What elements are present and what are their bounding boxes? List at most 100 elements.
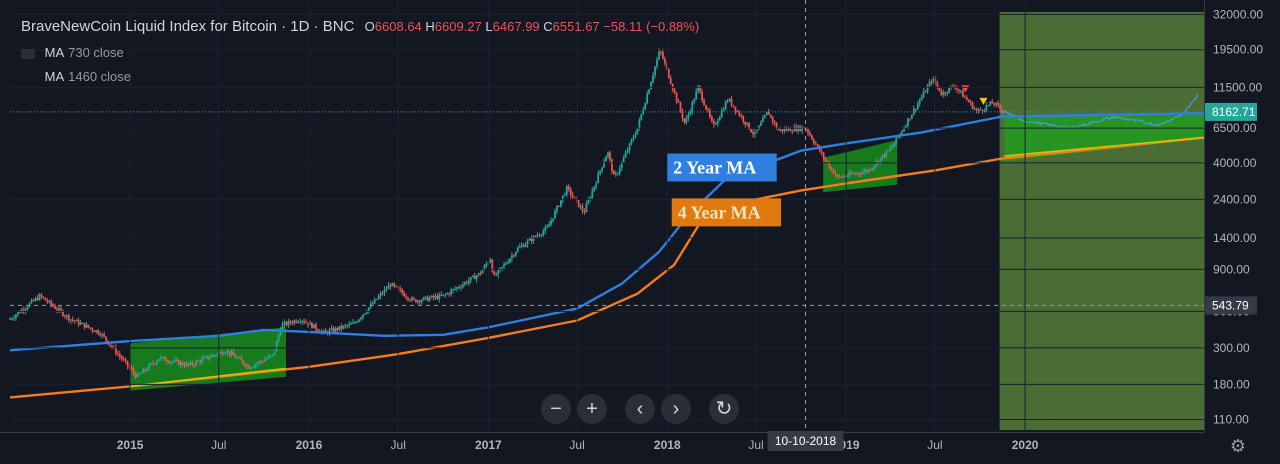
candle-body-499 <box>987 104 990 106</box>
y-tick-label-2: 11500.00 <box>1213 80 1262 94</box>
candle-body-381 <box>756 129 758 132</box>
gear-icon[interactable]: ⚙ <box>1229 436 1247 456</box>
candle-body-102 <box>209 357 211 359</box>
candle-body-224 <box>448 293 451 295</box>
candle-body-125 <box>254 364 256 367</box>
candle-body-486 <box>961 90 964 97</box>
indicator-ma-1460[interactable]: MA 1460 close <box>44 69 132 84</box>
y-tick-label-9: 300.00 <box>1213 341 1250 355</box>
candle-body-364 <box>722 109 725 111</box>
candle-body-503 <box>995 103 998 105</box>
candle-body-420 <box>832 169 835 174</box>
candle-body-54 <box>114 347 117 354</box>
candle-body-476 <box>942 92 945 95</box>
candle-body-361 <box>716 120 719 124</box>
candle-body-282 <box>561 195 564 201</box>
candle-body-9 <box>26 306 29 309</box>
candle-body-153 <box>309 322 311 326</box>
candle-body-84 <box>173 359 176 362</box>
candle-body-266 <box>530 238 533 242</box>
candle-body-69 <box>144 369 147 371</box>
candle-body-202 <box>405 296 407 298</box>
candle-body-123 <box>250 367 253 369</box>
candle-body-272 <box>542 231 545 235</box>
candle-body-164 <box>330 328 333 330</box>
y-tick-label-10: 180.00 <box>1213 377 1250 391</box>
candle-body-38 <box>83 323 86 328</box>
candle-body-428 <box>848 172 851 176</box>
candle-body-471 <box>932 78 935 83</box>
candle-body-186 <box>373 299 376 304</box>
candle-body-305 <box>607 152 609 157</box>
candle-body-494 <box>977 109 980 111</box>
candle-body-357 <box>709 110 711 117</box>
candle-body-386 <box>765 111 768 116</box>
reset-button[interactable]: ↻ <box>709 394 739 424</box>
candle-body-103 <box>211 355 213 358</box>
price-axis-labels: 32000.00 19500.00 11500.00 6500.00 4000.00 24… <box>1213 7 1263 426</box>
candle-body-387 <box>767 111 770 115</box>
candle-body-501 <box>991 101 994 104</box>
candle-body-329 <box>654 66 656 76</box>
candle-body-355 <box>705 105 707 110</box>
price-axis[interactable] <box>1204 0 1280 432</box>
candle-body-431 <box>854 173 856 175</box>
zoom-in-button[interactable]: + <box>577 394 607 424</box>
candle-body-448 <box>887 150 890 152</box>
candle-body-225 <box>450 290 453 295</box>
scroll-right-button[interactable]: › <box>661 394 691 424</box>
candle-body-368 <box>730 98 733 106</box>
candle-body-192 <box>385 289 388 291</box>
last-price-tag: 8162.71 <box>1212 105 1256 119</box>
x-tick-label-4: 2017 <box>475 438 502 452</box>
candle-body-380 <box>754 131 756 135</box>
candle-body-475 <box>940 91 943 95</box>
candle-body-116 <box>236 357 239 359</box>
candle-body-218 <box>436 295 439 299</box>
candle-body-265 <box>528 238 531 241</box>
candle-body-219 <box>438 294 441 299</box>
candle-body-174 <box>350 323 353 325</box>
candle-body-440 <box>871 167 874 171</box>
candle-body-239 <box>477 273 480 276</box>
candle-body-109 <box>222 353 225 355</box>
candle-body-231 <box>461 284 464 288</box>
candle-body-407 <box>807 129 809 133</box>
scroll-left-button[interactable]: ‹ <box>625 394 655 424</box>
candle-body-299 <box>595 183 598 187</box>
candle-body-304 <box>605 156 607 162</box>
candle-body-124 <box>252 366 255 368</box>
candle-body-220 <box>440 294 443 296</box>
candle-body-181 <box>363 313 366 315</box>
candle-body-228 <box>456 287 458 289</box>
candle-body-495 <box>979 109 982 111</box>
candle-body-249 <box>497 269 500 275</box>
symbol-title[interactable]: BraveNewCoin Liquid Index for Bitcoin · … <box>21 18 355 35</box>
eye-icon[interactable] <box>21 48 35 59</box>
candle-body-14 <box>36 298 39 301</box>
candle-body-152 <box>307 322 309 326</box>
candle-body-253 <box>505 263 507 265</box>
candle-body-496 <box>981 109 984 111</box>
indicator-ma-730[interactable]: MA 730 close <box>21 45 124 60</box>
candle-body-113 <box>230 351 233 355</box>
zoom-out-button[interactable]: − <box>541 394 571 424</box>
candle-body-154 <box>311 322 313 329</box>
y-tick-label-1: 19500.00 <box>1213 43 1263 57</box>
candle-body-143 <box>289 321 292 323</box>
candle-body-101 <box>207 356 209 359</box>
last-price-tag-bg <box>1205 102 1257 121</box>
candle-body-429 <box>850 172 852 175</box>
candle-body-462 <box>914 108 917 110</box>
candle-body-182 <box>365 311 368 314</box>
candle-body-375 <box>744 121 747 125</box>
candle-body-445 <box>881 154 884 158</box>
ohlc-high: H6609.27 <box>425 19 482 34</box>
candle-body-378 <box>750 129 753 133</box>
candle-body-100 <box>205 356 207 358</box>
annotation-text-0: 2 Year MA <box>673 157 756 177</box>
candle-body-111 <box>226 350 229 353</box>
candle-body-411 <box>814 143 817 145</box>
time-axis[interactable] <box>0 432 1204 464</box>
